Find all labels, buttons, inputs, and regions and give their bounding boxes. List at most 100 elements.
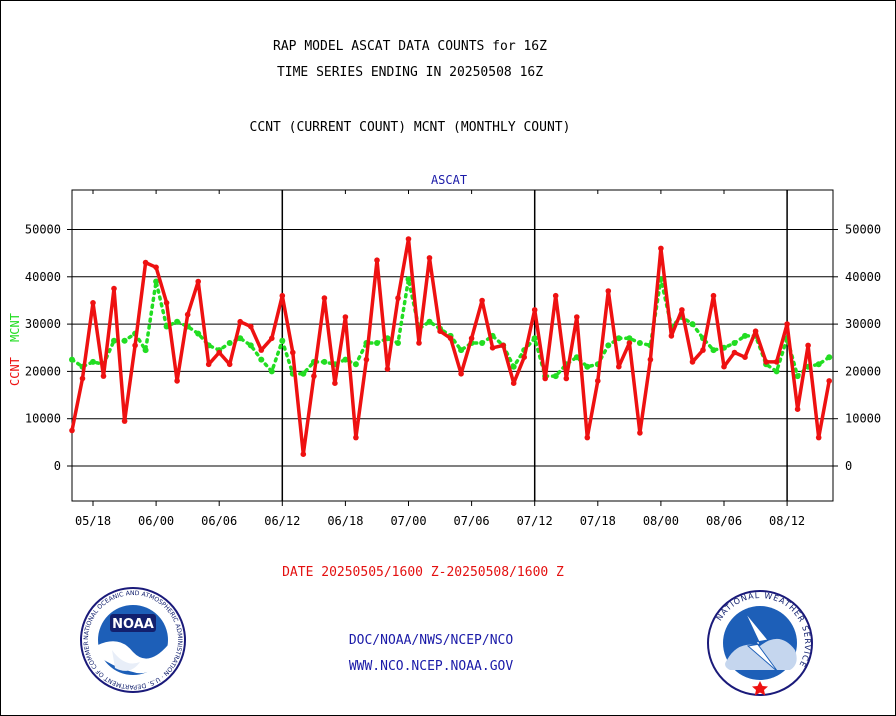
data-point-mcnt — [237, 335, 244, 342]
data-point-ccnt — [479, 297, 485, 304]
data-point-ccnt — [69, 427, 75, 434]
data-point-mcnt — [405, 276, 412, 283]
y-tick-label-right: 10000 — [845, 412, 881, 426]
x-tick-label: 07/06 — [454, 514, 490, 528]
tick-layer: 0 0 10000 10000 20000 20000 30000 30000 40000 400… — [25, 190, 881, 528]
data-point-ccnt — [374, 257, 380, 264]
data-point-ccnt — [794, 406, 801, 413]
data-point-ccnt — [142, 259, 149, 266]
y-tick-label-left: 0 — [54, 459, 61, 473]
nws-logo: NATIONAL WEATHER SERVICE — [707, 590, 813, 696]
data-point-ccnt — [668, 333, 675, 339]
data-point-ccnt — [826, 378, 832, 384]
y-tick-label-left: 20000 — [25, 364, 61, 378]
x-tick-label: 08/12 — [769, 514, 805, 528]
x-tick-label: 07/12 — [517, 514, 553, 528]
data-point-ccnt — [616, 363, 622, 370]
data-point-ccnt — [626, 340, 633, 346]
data-point-ccnt — [437, 328, 443, 335]
data-point-mcnt — [479, 340, 486, 346]
data-point-ccnt — [353, 434, 359, 441]
data-point-mcnt — [426, 318, 433, 325]
data-point-ccnt — [447, 335, 454, 342]
data-point-mcnt — [794, 373, 801, 380]
data-point-mcnt — [321, 358, 328, 365]
y-label-mcnt: MCNT — [8, 313, 22, 342]
data-point-ccnt — [595, 378, 601, 384]
data-point-mcnt — [742, 332, 748, 339]
data-point-ccnt — [300, 451, 307, 458]
x-tick-label: 06/12 — [264, 514, 300, 528]
data-point-ccnt — [752, 328, 759, 335]
data-point-ccnt — [468, 335, 475, 342]
data-point-ccnt — [542, 375, 548, 382]
url-line: WWW.NCO.NCEP.NOAA.GOV — [348, 659, 514, 674]
data-point-ccnt — [658, 245, 664, 252]
series-layer — [69, 236, 833, 458]
data-point-ccnt — [584, 434, 591, 441]
data-point-ccnt — [405, 236, 412, 242]
data-point-mcnt — [689, 321, 696, 328]
data-point-ccnt — [90, 300, 96, 306]
data-point-mcnt — [300, 370, 307, 377]
data-point-mcnt — [584, 363, 591, 370]
y-tick-label-right: 0 — [845, 459, 852, 473]
org-line: DOC/NOAA/NWS/NCEP/NCO — [348, 633, 514, 648]
data-point-ccnt — [395, 295, 401, 301]
data-point-ccnt — [248, 323, 254, 330]
y-tick-label-right: 20000 — [845, 364, 881, 378]
data-point-ccnt — [521, 354, 527, 361]
nws-star-icon — [752, 681, 768, 696]
y-tick-label-right: 40000 — [845, 270, 881, 284]
data-point-mcnt — [342, 356, 349, 363]
data-point-ccnt — [205, 361, 212, 368]
data-point-mcnt — [153, 278, 160, 285]
data-point-ccnt — [773, 359, 780, 365]
data-point-ccnt — [311, 373, 317, 379]
data-point-ccnt — [332, 380, 338, 387]
data-point-mcnt — [531, 335, 538, 342]
data-point-ccnt — [552, 292, 559, 299]
x-tick-label: 06/18 — [327, 514, 363, 528]
y-label-ccnt: CCNT — [8, 357, 22, 386]
chart-legend-line: CCNT (CURRENT COUNT) MCNT (MONTHLY COUNT… — [249, 120, 571, 135]
data-point-mcnt — [142, 347, 149, 354]
data-point-ccnt — [700, 347, 706, 353]
data-point-ccnt — [258, 347, 265, 353]
noaa-wordmark: NOAA — [112, 617, 154, 632]
data-point-ccnt — [531, 307, 538, 313]
y-tick-label-left: 50000 — [25, 223, 61, 237]
data-point-ccnt — [763, 359, 769, 365]
data-point-mcnt — [710, 347, 717, 354]
data-point-mcnt — [731, 340, 738, 346]
data-point-ccnt — [279, 292, 286, 299]
y-tick-label-right: 50000 — [845, 223, 881, 237]
y-tick-label-left: 10000 — [25, 412, 61, 426]
data-point-ccnt — [605, 288, 612, 294]
data-point-ccnt — [290, 349, 296, 356]
x-tick-label: 08/00 — [643, 514, 679, 528]
data-point-ccnt — [731, 349, 738, 356]
data-point-ccnt — [111, 285, 117, 292]
data-point-mcnt — [121, 337, 128, 344]
data-point-ccnt — [563, 375, 570, 382]
x-tick-label: 07/18 — [580, 514, 616, 528]
data-point-mcnt — [374, 340, 380, 346]
x-tick-label: 08/06 — [706, 514, 742, 528]
chart-title-line-1: RAP MODEL ASCAT DATA COUNTS for 16Z — [273, 39, 547, 54]
data-point-ccnt — [574, 314, 580, 320]
data-point-mcnt — [195, 330, 202, 337]
data-point-ccnt — [121, 418, 128, 424]
data-point-ccnt — [815, 434, 822, 441]
data-point-ccnt — [153, 264, 159, 271]
data-point-mcnt — [247, 342, 254, 349]
data-point-mcnt — [258, 356, 265, 363]
data-point-ccnt — [321, 295, 328, 301]
data-point-ccnt — [426, 255, 433, 261]
data-point-mcnt — [815, 361, 822, 368]
data-point-mcnt — [69, 356, 75, 363]
y-tick-label-right: 30000 — [845, 317, 881, 331]
data-point-ccnt — [784, 321, 790, 327]
data-point-ccnt — [269, 335, 275, 342]
